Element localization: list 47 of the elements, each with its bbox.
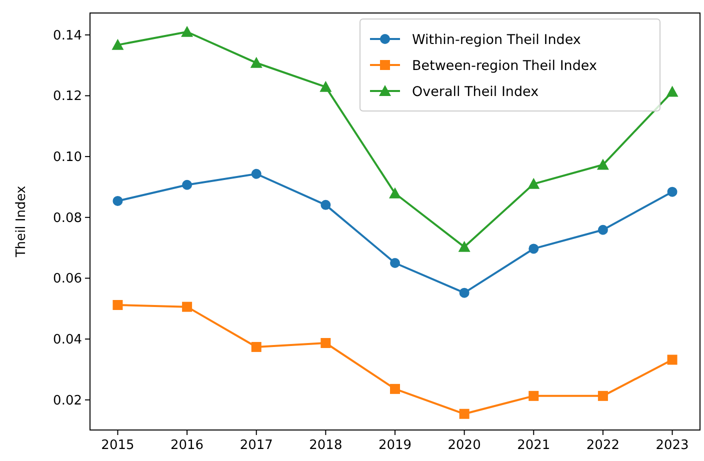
x-tick-label: 2017 [240, 438, 273, 453]
point [528, 178, 540, 189]
point [667, 354, 678, 365]
x-tick-label: 2023 [656, 438, 689, 453]
point [250, 56, 262, 68]
point [251, 342, 262, 352]
point [320, 80, 332, 92]
point [112, 38, 124, 50]
point [667, 186, 678, 197]
y-tick-label: 0.08 [53, 210, 82, 226]
point [390, 258, 400, 268]
point [598, 224, 608, 235]
y-tick-label: 0.06 [53, 272, 82, 287]
point [251, 168, 262, 179]
point [390, 384, 400, 394]
x-tick-label: 2015 [101, 438, 134, 453]
y-tick-label: 0.04 [53, 332, 82, 348]
legend-label: Overall Theil Index [412, 84, 539, 100]
x-tick-label: 2018 [309, 438, 342, 453]
point [458, 240, 470, 252]
point [528, 244, 539, 254]
point [666, 86, 678, 97]
x-tick-label: 2019 [378, 438, 412, 453]
point [528, 390, 539, 401]
y-tick-label: 0.14 [53, 28, 82, 44]
y-tick-label: 0.10 [53, 150, 82, 166]
legend-label: Between-region Theil Index [412, 58, 598, 74]
point [112, 196, 123, 206]
point [320, 200, 331, 210]
point [112, 300, 123, 310]
y-axis-title: Theil Index [14, 186, 29, 258]
point [182, 180, 192, 190]
point [320, 338, 331, 348]
legend-label: Within-region Theil Index [412, 32, 581, 48]
point [182, 302, 192, 312]
y-tick-label: 0.12 [53, 89, 82, 104]
x-tick-label: 2021 [517, 438, 550, 453]
point [459, 288, 470, 298]
point [596, 158, 609, 170]
point [598, 390, 608, 401]
x-tick-label: 2016 [170, 438, 204, 453]
point [181, 26, 194, 37]
x-tick-label: 2022 [586, 438, 620, 453]
y-tick-label: 0.02 [53, 393, 82, 408]
point [389, 187, 401, 198]
point [459, 408, 470, 419]
x-tick-label: 2020 [448, 438, 481, 453]
